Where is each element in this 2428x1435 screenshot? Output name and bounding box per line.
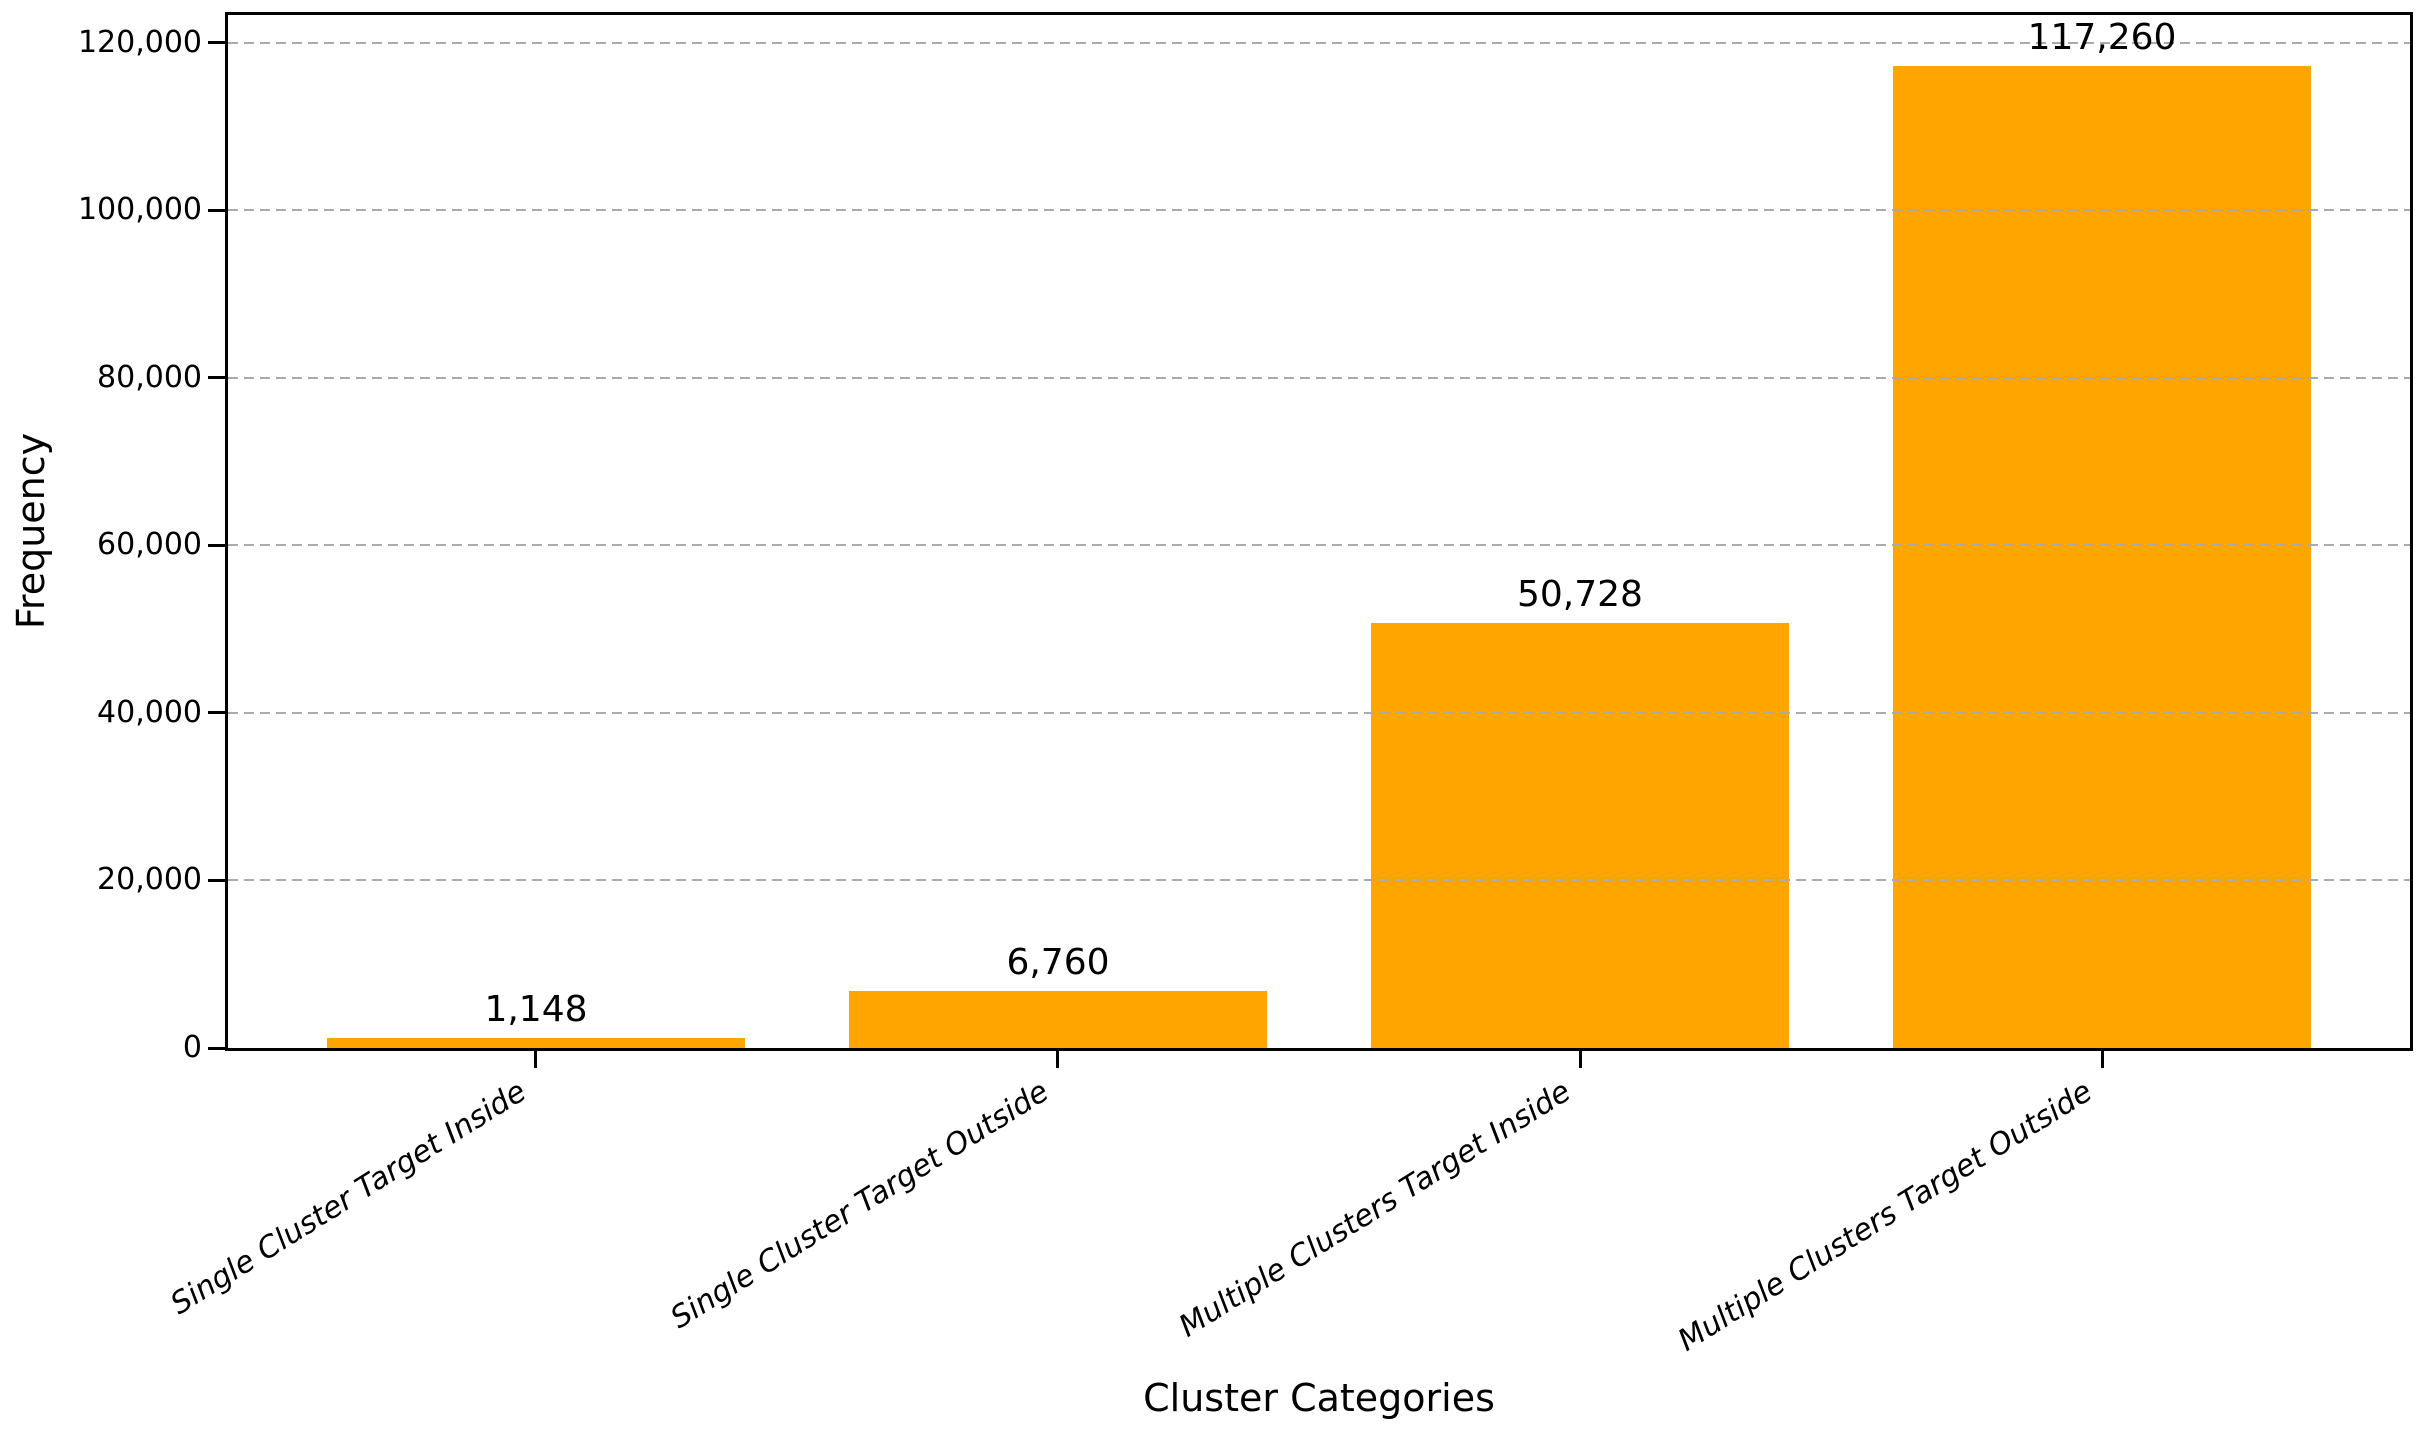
y-tick-mark (208, 41, 225, 45)
x-tick-label: Multiple Clusters Target Inside (1172, 1074, 1577, 1345)
y-tick-mark (208, 208, 225, 212)
y-tick-mark (208, 878, 225, 882)
y-tick-label: 120,000 (77, 24, 202, 60)
x-tick-mark (534, 1051, 538, 1068)
x-tick-mark (1056, 1051, 1060, 1068)
x-tick-mark (1578, 1051, 1582, 1068)
y-tick-label: 0 (182, 1030, 202, 1065)
y-tick-label: 20,000 (97, 862, 202, 898)
x-tick-label: Single Cluster Target Inside (164, 1074, 533, 1322)
gridline (228, 711, 2410, 714)
x-tick-label: Single Cluster Target Outside (664, 1074, 1055, 1336)
gridline (228, 209, 2410, 212)
gridline (228, 544, 2410, 547)
y-tick-mark (208, 376, 225, 380)
y-tick-label: 100,000 (77, 192, 202, 228)
bar (1371, 623, 1789, 1048)
bar-value-label: 117,260 (2027, 16, 2177, 58)
y-tick-label: 60,000 (97, 527, 202, 563)
plot-area: 1,148 6,760 50,728 117,260 (225, 12, 2413, 1051)
y-tick-mark (208, 711, 225, 715)
y-tick-mark (208, 543, 225, 547)
x-tick-label: Multiple Clusters Target Outside (1672, 1074, 2099, 1359)
gridline (228, 41, 2410, 44)
bar-value-label: 6,760 (1006, 942, 1110, 984)
x-tick-mark (2100, 1051, 2104, 1068)
bar-value-label: 1,148 (484, 989, 588, 1031)
x-axis-title: Cluster Categories (1143, 1376, 1495, 1420)
bar (327, 1038, 745, 1048)
bar (1893, 65, 2311, 1048)
gridline (228, 376, 2410, 379)
y-tick-label: 80,000 (97, 359, 202, 395)
bar (849, 991, 1267, 1048)
gridline (228, 879, 2410, 882)
y-tick-label: 40,000 (97, 694, 202, 730)
bar-value-label: 50,728 (1517, 574, 1643, 616)
y-tick-mark (208, 1046, 225, 1050)
